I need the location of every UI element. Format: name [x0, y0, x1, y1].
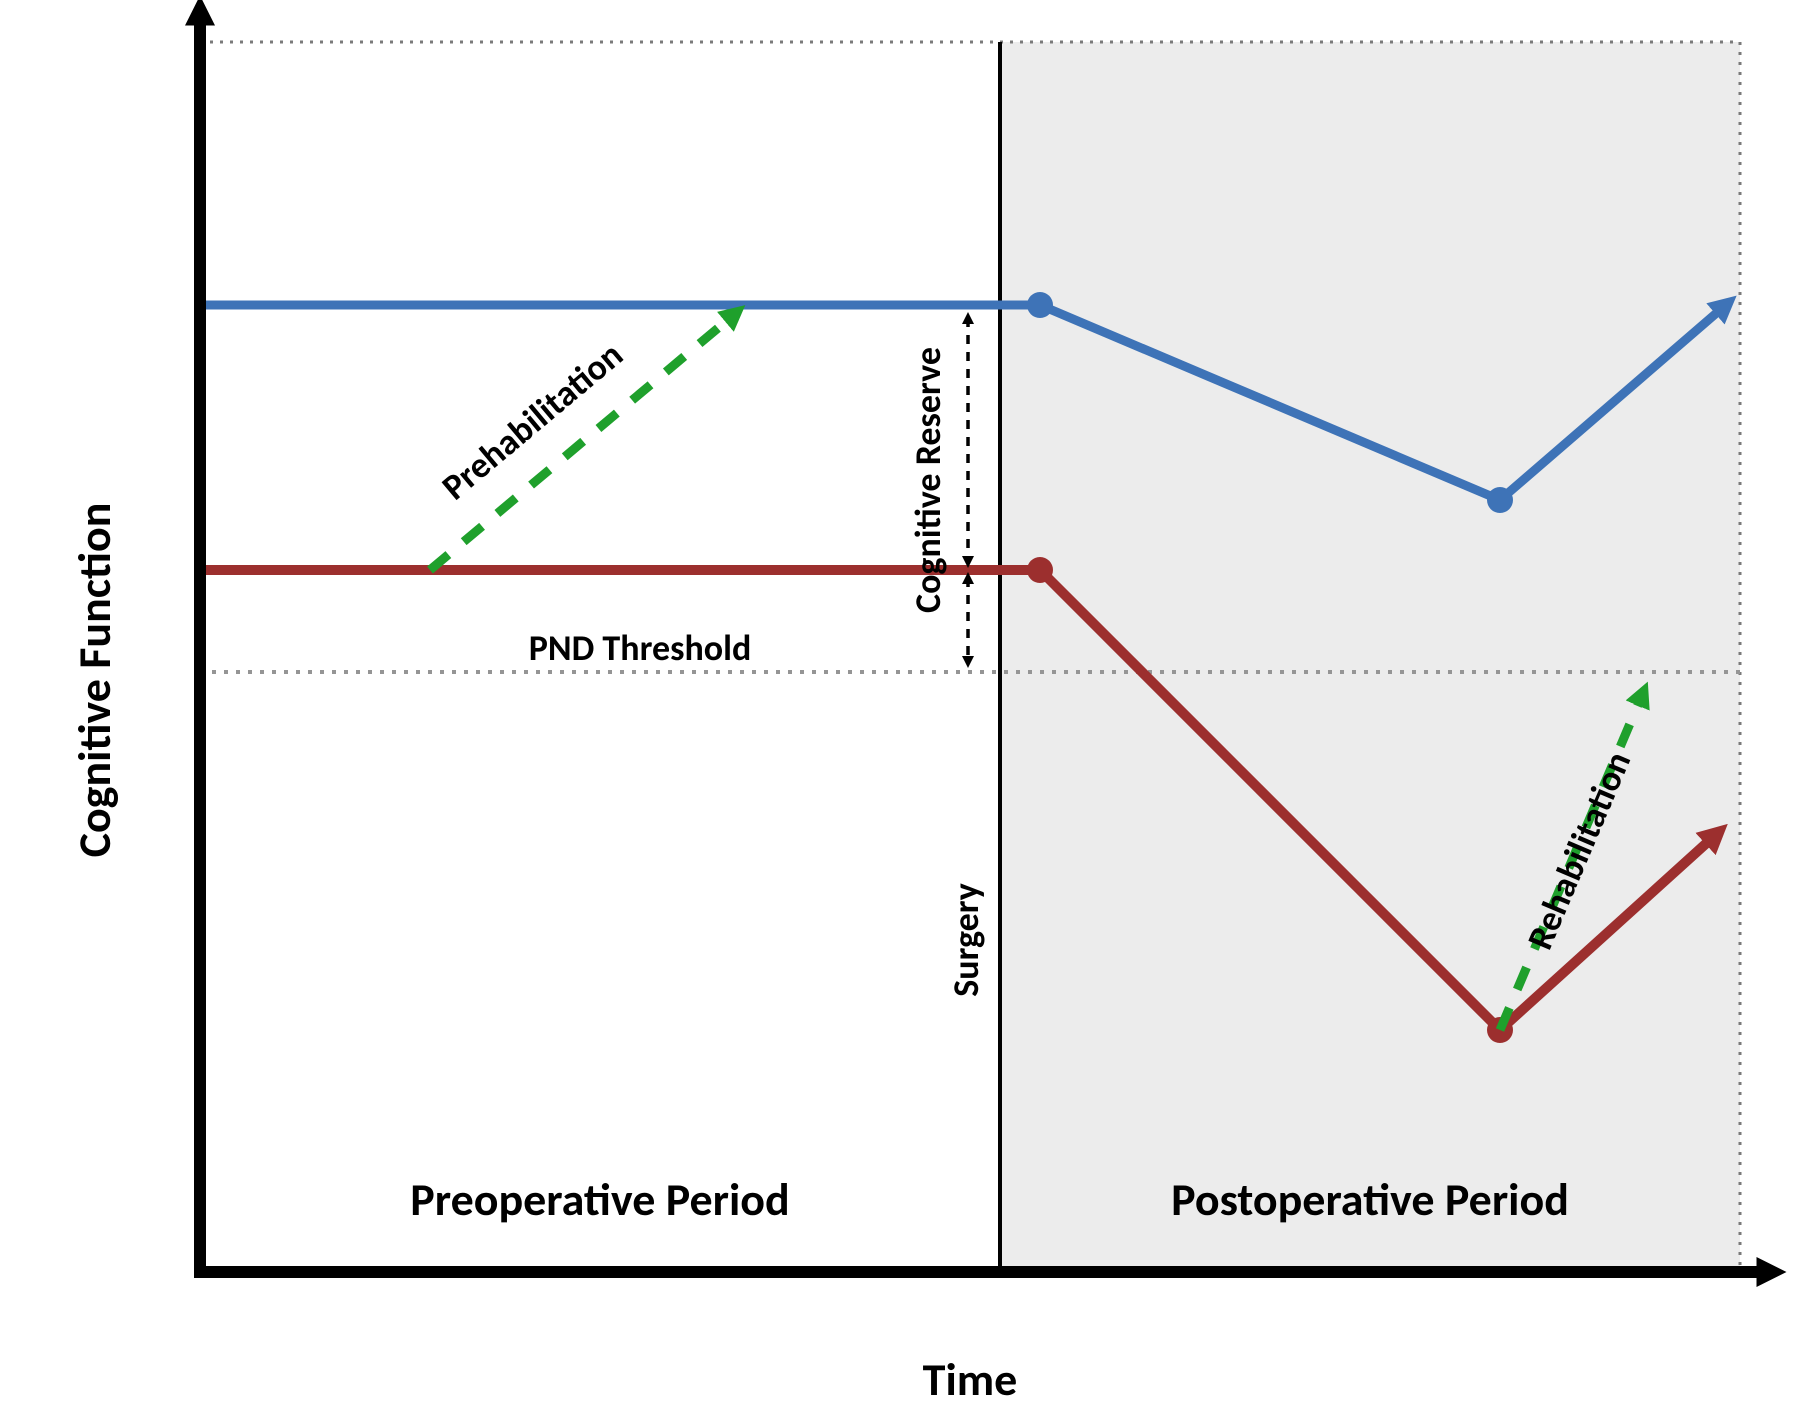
- red-surgery-point: [1027, 557, 1053, 583]
- preoperative-label: Preoperative Period: [410, 1172, 789, 1228]
- diagram-svg: Cognitive Function Time Preoperative Perio…: [0, 0, 1800, 1425]
- y-axis-label: Cognitive Function: [67, 503, 123, 858]
- postop-region: [1000, 42, 1740, 1272]
- cognitive-reserve-label: Cognitive Reserve: [906, 347, 950, 613]
- x-axis-label: Time: [923, 1352, 1018, 1408]
- pnd-threshold-label: PND Threshold: [529, 626, 752, 670]
- surgery-label: Surgery: [944, 883, 988, 997]
- blue-surgery-point: [1027, 292, 1053, 318]
- blue-nadir-point: [1487, 487, 1513, 513]
- postoperative-label: Postoperative Period: [1171, 1172, 1569, 1228]
- cognitive-function-diagram: Cognitive Function Time Preoperative Perio…: [0, 0, 1800, 1425]
